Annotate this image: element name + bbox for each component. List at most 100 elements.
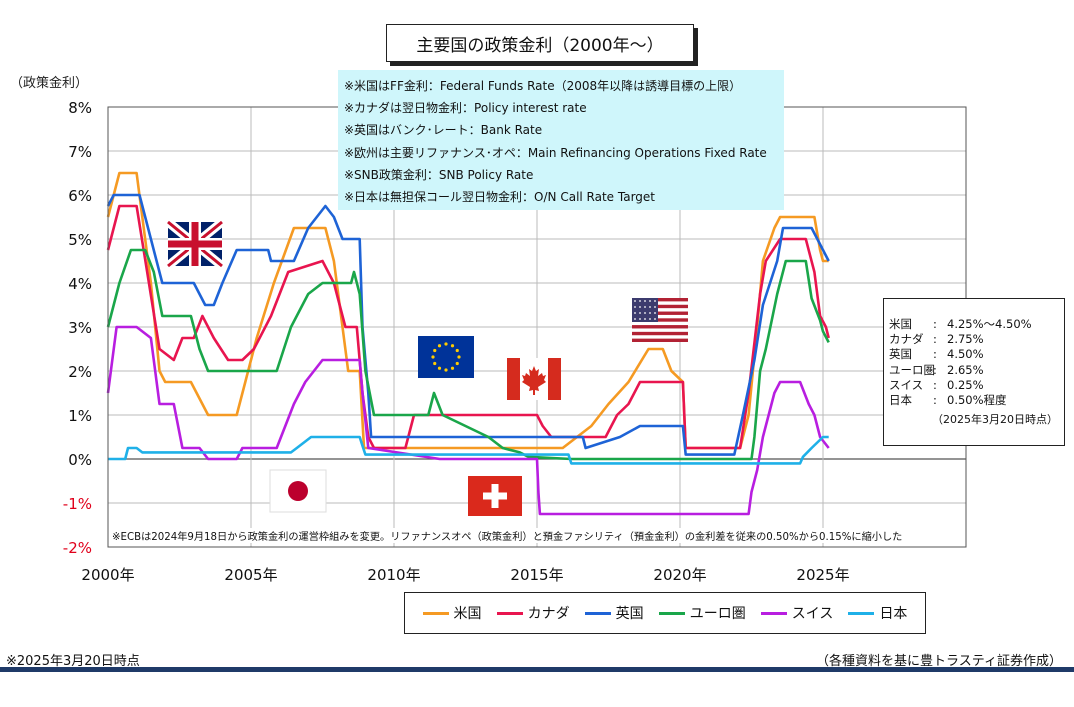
canada-flag-icon [507,358,561,400]
y-tick-label: 3% [68,319,92,337]
eu-star [437,344,442,348]
note-line: ※日本は無担保コール翌日物金利：O/N Call Rate Target [344,190,656,205]
swiss-flag-icon [468,476,522,516]
chart-title: 主要国の政策金利（2000年〜） [386,24,694,62]
usa-stripe [632,325,688,329]
usa-stripe [632,311,688,315]
bottom-bar [0,667,1074,672]
rate-row-usa: 米国:4.25%〜4.50% [889,317,1032,331]
legend-swatch [584,611,611,615]
y-tick-label: 8% [68,99,92,117]
eu-star [431,355,435,359]
usa-star [649,318,651,320]
footer-date-note: ※2025年3月20日時点 [6,654,140,669]
usa-star [644,312,646,314]
usa-flag-icon [632,298,688,342]
legend-swatch [760,611,787,615]
y-tick-label: 6% [68,187,92,205]
legend-swatch [658,611,685,615]
footer-source: （各種資料を基に豊トラスティ証券作成） [816,654,1062,669]
series-line-スイス [106,325,830,516]
usa-star [654,318,656,320]
x-axis: 2000年 2005年 2010年 2015年 2020年 2025年 [81,566,849,584]
eu-star [444,368,448,372]
eu-star [450,344,455,348]
legend-item-canada: カナダ [496,603,570,623]
legend-swatch [422,611,449,615]
japan-flag-icon [269,469,327,513]
usa-star [649,300,651,302]
eu-star [450,366,455,370]
series-line-米国 [106,171,829,450]
eu-star [433,348,437,353]
usa-star [649,306,651,308]
usa-stripe [632,318,688,322]
legend-item-swiss: スイス [760,603,833,623]
eu-flag-icon [418,336,474,378]
x-tick-label: 2020年 [653,566,706,584]
series-lines [106,171,830,516]
x-tick-label: 2010年 [367,566,420,584]
y-axis: -2% -1% 0% 1% 2% 3% 4% 5% 6% 7% 8% [63,99,92,557]
eu-star [437,366,442,370]
usa-star [639,300,641,302]
rate-row-swiss: スイス:0.25% [889,377,984,392]
rate-row-canada: カナダ:2.75% [889,332,984,347]
rate-definitions-note: ※米国はFF金利：Federal Funds Rate（2008年以降は誘導目標… [338,70,784,210]
legend-item-usa: 米国 [422,603,482,623]
y-tick-label: 0% [68,451,92,469]
usa-star [654,300,656,302]
y-tick-label: 7% [68,143,92,161]
usa-star [644,306,646,308]
uk-flag-icon [165,218,225,270]
note-line: ※カナダは翌日物金利：Policy interest rate [344,101,587,116]
current-rates-box: 米国:4.25%〜4.50% カナダ:2.75% 英国:4.50% ユーロ圏:2… [883,298,1065,446]
y-axis-label: （政策金利） [10,76,89,91]
rates-date: （2025年3月20日時点） [932,413,1058,427]
note-line: ※米国はFF金利：Federal Funds Rate（2008年以降は誘導目標… [344,79,742,93]
usa-star [639,312,641,314]
eu-star [455,361,459,366]
usa-star [644,300,646,302]
x-tick-label: 2025年 [796,566,849,584]
y-tick-label: 2% [68,363,92,381]
y-tick-label: -1% [63,495,92,513]
legend-item-euro: ユーロ圏 [658,603,746,623]
eu-star [457,355,461,359]
usa-stripe [632,331,688,336]
rate-row-euro: ユーロ圏:2.65% [889,362,984,377]
eu-star [444,342,448,346]
usa-star [654,306,656,308]
usa-star [644,318,646,320]
usa-star [639,306,641,308]
y-tick-label: -2% [63,539,92,557]
y-tick-label: 1% [68,407,92,425]
series-line-日本 [108,435,829,465]
flags [165,218,688,516]
usa-star [634,306,636,308]
note-line: ※英国はバンク･レート：Bank Rate [344,123,543,138]
legend-item-japan: 日本 [848,603,907,623]
x-tick-label: 2000年 [81,566,134,584]
usa-star [634,312,636,314]
rate-row-japan: 日本:0.50%程度 [889,393,1007,408]
x-tick-label: 2005年 [224,566,277,584]
legend-item-uk: 英国 [584,603,644,623]
usa-star [654,312,656,314]
ecb-note: ※ECBは2024年9月18日から政策金利の運営枠組みを変更。リファナンスオペ（… [112,528,962,543]
series-line-カナダ [106,204,830,450]
usa-stripe [632,338,688,342]
x-tick-label: 2015年 [510,566,563,584]
rate-row-uk: 英国:4.50% [889,347,984,362]
usa-star [649,312,651,314]
series-line-ユーロ圏 [106,248,830,461]
note-line: ※SNB政策金利：SNB Policy Rate [344,167,534,182]
eu-star [455,348,459,353]
legend-swatch [496,611,523,615]
usa-stripe [632,298,688,302]
legend: 米国 カナダ 英国 ユーロ圏 スイス 日本 [404,592,926,634]
eu-star [433,361,437,366]
y-tick-label: 4% [68,275,92,293]
usa-star [634,318,636,320]
